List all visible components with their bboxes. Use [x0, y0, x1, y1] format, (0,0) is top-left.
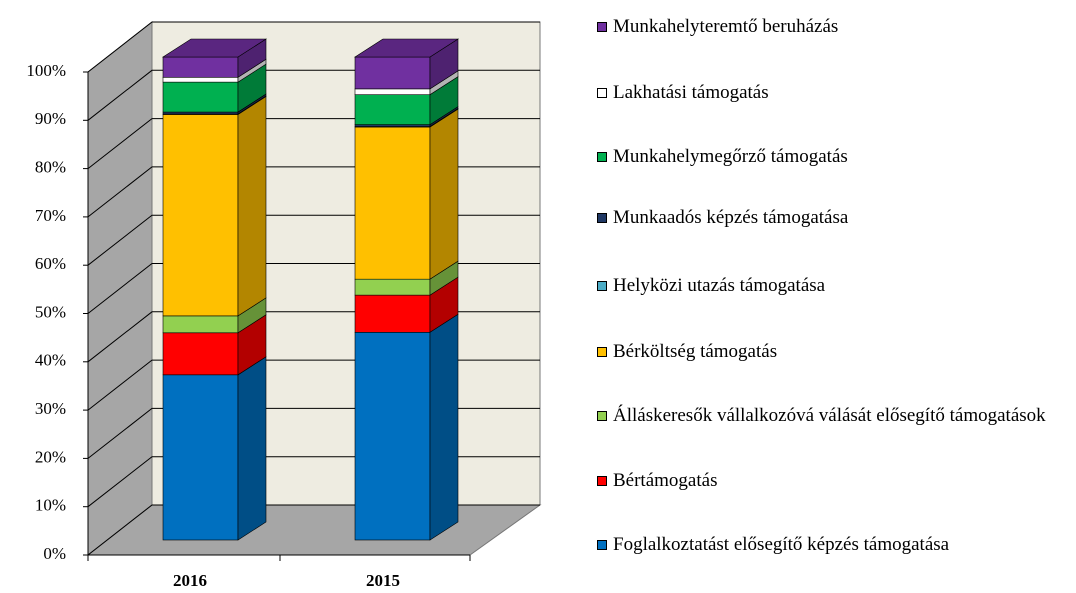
- bar-side: [237, 356, 267, 541]
- legend-label: Foglalkoztatást elősegítő képzés támogat…: [613, 534, 950, 555]
- bar: [354, 294, 431, 333]
- legend-label: Munkahelymegőrző támogatás: [613, 146, 848, 167]
- legend-item: Munkahelyteremtő beruházás: [597, 12, 1067, 42]
- legend-item: Bérköltség támogatás: [597, 337, 1067, 367]
- legend-item: Álláskeresők vállalkozóvá válását előseg…: [597, 401, 1067, 431]
- x-tick-label: 2016: [173, 571, 207, 590]
- bar: [354, 126, 431, 280]
- bar-side: [237, 95, 267, 317]
- legend-label: Helyközi utazás támogatása: [613, 275, 826, 296]
- floor: [86, 504, 542, 556]
- bar: [354, 56, 431, 90]
- legend-swatch: [597, 540, 607, 550]
- y-tick-label: 70%: [35, 206, 66, 225]
- legend-item: Helyközi utazás támogatása: [597, 271, 1067, 301]
- legend-label: Bértámogatás: [613, 470, 718, 491]
- bar: [354, 94, 431, 125]
- legend-label: Munkaadós képzés támogatása: [613, 207, 849, 228]
- legend-swatch: [597, 22, 607, 32]
- legend-swatch: [597, 281, 607, 291]
- legend-swatch: [597, 476, 607, 486]
- bar: [162, 315, 239, 334]
- legend-swatch: [597, 152, 607, 162]
- y-tick-label: 50%: [35, 302, 66, 321]
- y-tick-label: 30%: [35, 399, 66, 418]
- legend-label: Álláskeresők vállalkozóvá válását előseg…: [613, 405, 1046, 426]
- legend-swatch: [597, 411, 607, 421]
- bar-side: [429, 313, 459, 541]
- legend-swatch: [597, 213, 607, 223]
- bar: [162, 81, 239, 113]
- y-tick-label: 0%: [43, 544, 66, 563]
- y-tick-label: 40%: [35, 351, 66, 370]
- legend-item: Munkaadós képzés támogatása: [597, 203, 1067, 233]
- y-tick-label: 60%: [35, 254, 66, 273]
- y-tick-label: 90%: [35, 109, 66, 128]
- y-tick-label: 100%: [26, 61, 66, 80]
- legend-label: Lakhatási támogatás: [613, 82, 769, 103]
- y-tick-label: 10%: [35, 496, 66, 515]
- grid-line: [87, 21, 540, 73]
- bar: [162, 374, 239, 541]
- bar-top: [353, 38, 460, 58]
- legend-item: Lakhatási támogatás: [597, 78, 1067, 108]
- legend-label: Munkahelyteremtő beruházás: [613, 16, 839, 37]
- bar-top: [161, 38, 268, 58]
- bar: [354, 332, 431, 541]
- legend-swatch: [597, 347, 607, 357]
- bar: [162, 114, 239, 317]
- x-tick-label: 2015: [366, 571, 400, 590]
- bar: [162, 76, 239, 83]
- bar: [162, 332, 239, 376]
- bar: [162, 56, 239, 78]
- bar: [354, 278, 431, 296]
- bar: [354, 88, 431, 95]
- legend-item: Bértámogatás: [597, 466, 1067, 496]
- legend-swatch: [597, 88, 607, 98]
- legend-item: Foglalkoztatást elősegítő képzés támogat…: [597, 530, 1067, 560]
- bar-side: [429, 108, 459, 280]
- y-tick-label: 20%: [35, 447, 66, 466]
- legend-label: Bérköltség támogatás: [613, 341, 778, 362]
- y-tick-label: 80%: [35, 158, 66, 177]
- legend-item: Munkahelymegőrző támogatás: [597, 142, 1067, 172]
